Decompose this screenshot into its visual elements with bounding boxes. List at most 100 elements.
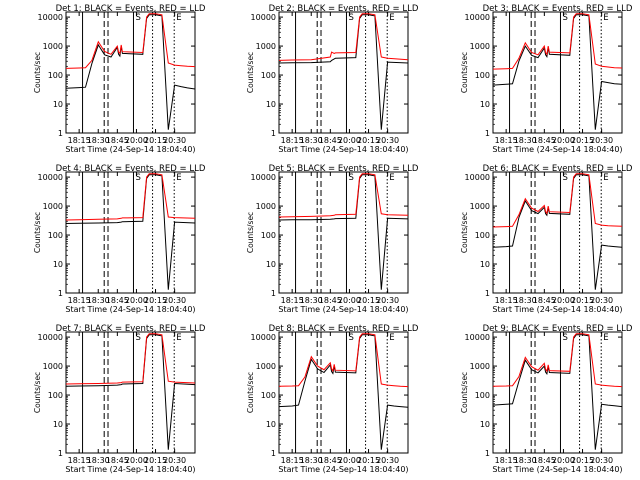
series-line-lld <box>279 333 408 388</box>
y-tick-label: 1 <box>58 289 63 298</box>
x-tick-label: 20:15 <box>571 456 594 465</box>
x-tick-label: 18:15 <box>68 136 91 145</box>
x-tick-label: 20:00 <box>552 456 575 465</box>
series-line-events <box>66 14 195 130</box>
time-marker-label: S <box>562 13 567 23</box>
y-tick-label: 1000 <box>256 362 276 371</box>
x-tick-label: 20:00 <box>338 136 361 145</box>
x-tick-label: 18:45 <box>106 136 129 145</box>
y-axis-label: Counts/sec <box>33 372 42 413</box>
x-tick-label: 20:15 <box>357 456 380 465</box>
y-tick-label: 1000 <box>43 362 63 371</box>
x-tick-label: 20:30 <box>376 456 399 465</box>
series-line-events <box>66 334 195 450</box>
y-tick-label: 1 <box>271 289 276 298</box>
series-line-events <box>493 334 622 450</box>
y-tick-label: 10 <box>480 420 490 429</box>
x-tick-label: 18:30 <box>514 296 537 305</box>
x-tick-label: 18:30 <box>300 296 323 305</box>
time-marker-label: E <box>176 173 181 183</box>
y-tick-label: 10000 <box>251 333 276 342</box>
y-tick-label: 10000 <box>38 173 63 182</box>
y-tick-label: 1 <box>485 449 490 458</box>
series-line-lld <box>66 173 195 221</box>
time-marker-label: E <box>389 173 394 183</box>
time-marker-label: E <box>176 13 181 23</box>
y-tick-label: 1000 <box>256 42 276 51</box>
plot-frame <box>65 171 196 294</box>
x-axis-label: Start Time (24-Sep-14 18:04:40) <box>492 145 622 154</box>
x-tick-label: 20:30 <box>376 136 399 145</box>
y-tick-label: 1000 <box>470 42 490 51</box>
detector-plot-6: Det 6: BLACK = Events, RED = LLD 1 10 100 10… <box>460 164 633 314</box>
x-tick-label: 20:15 <box>357 136 380 145</box>
y-tick-label: 100 <box>261 391 276 400</box>
x-axis-label: Start Time (24-Sep-14 18:04:40) <box>278 465 408 474</box>
y-tick-label: 10000 <box>465 333 490 342</box>
time-marker-label: E <box>603 333 608 343</box>
plot-frame <box>278 171 409 294</box>
y-tick-label: 100 <box>261 231 276 240</box>
series-line-lld <box>279 173 408 218</box>
series-line-events <box>279 14 408 130</box>
time-marker-label: S <box>348 333 353 343</box>
series-line-lld <box>493 333 622 388</box>
x-tick-label: 20:30 <box>163 456 186 465</box>
detector-plot-2: Det 2: BLACK = Events, RED = LLD 1 10 100 10… <box>246 4 419 154</box>
y-tick-label: 1 <box>58 449 63 458</box>
y-tick-label: 1000 <box>43 202 63 211</box>
detector-plot-5: Det 5: BLACK = Events, RED = LLD 1 10 100 10… <box>246 164 419 314</box>
y-tick-label: 10 <box>266 100 276 109</box>
plot-title: Det 4: BLACK = Events, RED = LLD <box>56 164 206 174</box>
x-tick-label: 18:30 <box>87 136 110 145</box>
y-tick-label: 100 <box>48 391 63 400</box>
x-tick-label: 18:15 <box>495 456 518 465</box>
x-tick-label: 18:45 <box>533 296 556 305</box>
y-axis-label: Counts/sec <box>246 212 255 253</box>
plot-title: Det 9: BLACK = Events, RED = LLD <box>483 324 633 334</box>
x-tick-label: 18:15 <box>68 296 91 305</box>
x-tick-label: 18:45 <box>319 296 342 305</box>
x-tick-label: 18:15 <box>281 456 304 465</box>
plot-title: Det 5: BLACK = Events, RED = LLD <box>269 164 419 174</box>
y-tick-label: 10 <box>53 420 63 429</box>
y-tick-label: 1 <box>485 289 490 298</box>
series-line-lld <box>493 13 622 70</box>
x-tick-label: 18:45 <box>319 456 342 465</box>
time-marker-label: S <box>135 13 140 23</box>
detector-plot-8: Det 8: BLACK = Events, RED = LLD 1 10 100 10… <box>246 324 419 474</box>
y-tick-label: 1000 <box>256 202 276 211</box>
y-tick-label: 100 <box>475 391 490 400</box>
x-tick-label: 20:15 <box>144 456 167 465</box>
series-line-lld <box>66 13 195 69</box>
x-tick-label: 18:30 <box>300 136 323 145</box>
x-axis-label: Start Time (24-Sep-14 18:04:40) <box>492 465 622 474</box>
x-tick-label: 20:30 <box>163 136 186 145</box>
plot-title: Det 2: BLACK = Events, RED = LLD <box>269 4 419 14</box>
plot-title: Det 1: BLACK = Events, RED = LLD <box>56 4 206 14</box>
x-axis-label: Start Time (24-Sep-14 18:04:40) <box>278 145 408 154</box>
detector-plot-4: Det 4: BLACK = Events, RED = LLD 1 10 100 10… <box>33 164 206 314</box>
plot-frame <box>492 171 623 294</box>
series-line-events <box>493 14 622 130</box>
plot-frame <box>65 331 196 454</box>
plot-frame <box>65 11 196 134</box>
x-tick-label: 18:45 <box>533 456 556 465</box>
x-tick-label: 18:30 <box>87 456 110 465</box>
y-axis-label: Counts/sec <box>460 212 469 253</box>
y-tick-label: 10 <box>53 100 63 109</box>
y-tick-label: 1 <box>485 129 490 138</box>
plot-frame <box>278 331 409 454</box>
y-tick-label: 1000 <box>470 202 490 211</box>
y-tick-label: 1000 <box>470 362 490 371</box>
x-tick-label: 20:15 <box>357 296 380 305</box>
x-tick-label: 20:00 <box>125 456 148 465</box>
x-tick-label: 18:30 <box>514 136 537 145</box>
x-tick-label: 18:15 <box>495 136 518 145</box>
x-tick-label: 20:15 <box>571 136 594 145</box>
y-tick-label: 1 <box>271 449 276 458</box>
detector-plot-1: Det 1: BLACK = Events, RED = LLD 1 10 100 10… <box>33 4 206 154</box>
y-axis-label: Counts/sec <box>246 372 255 413</box>
x-tick-label: 20:15 <box>144 136 167 145</box>
